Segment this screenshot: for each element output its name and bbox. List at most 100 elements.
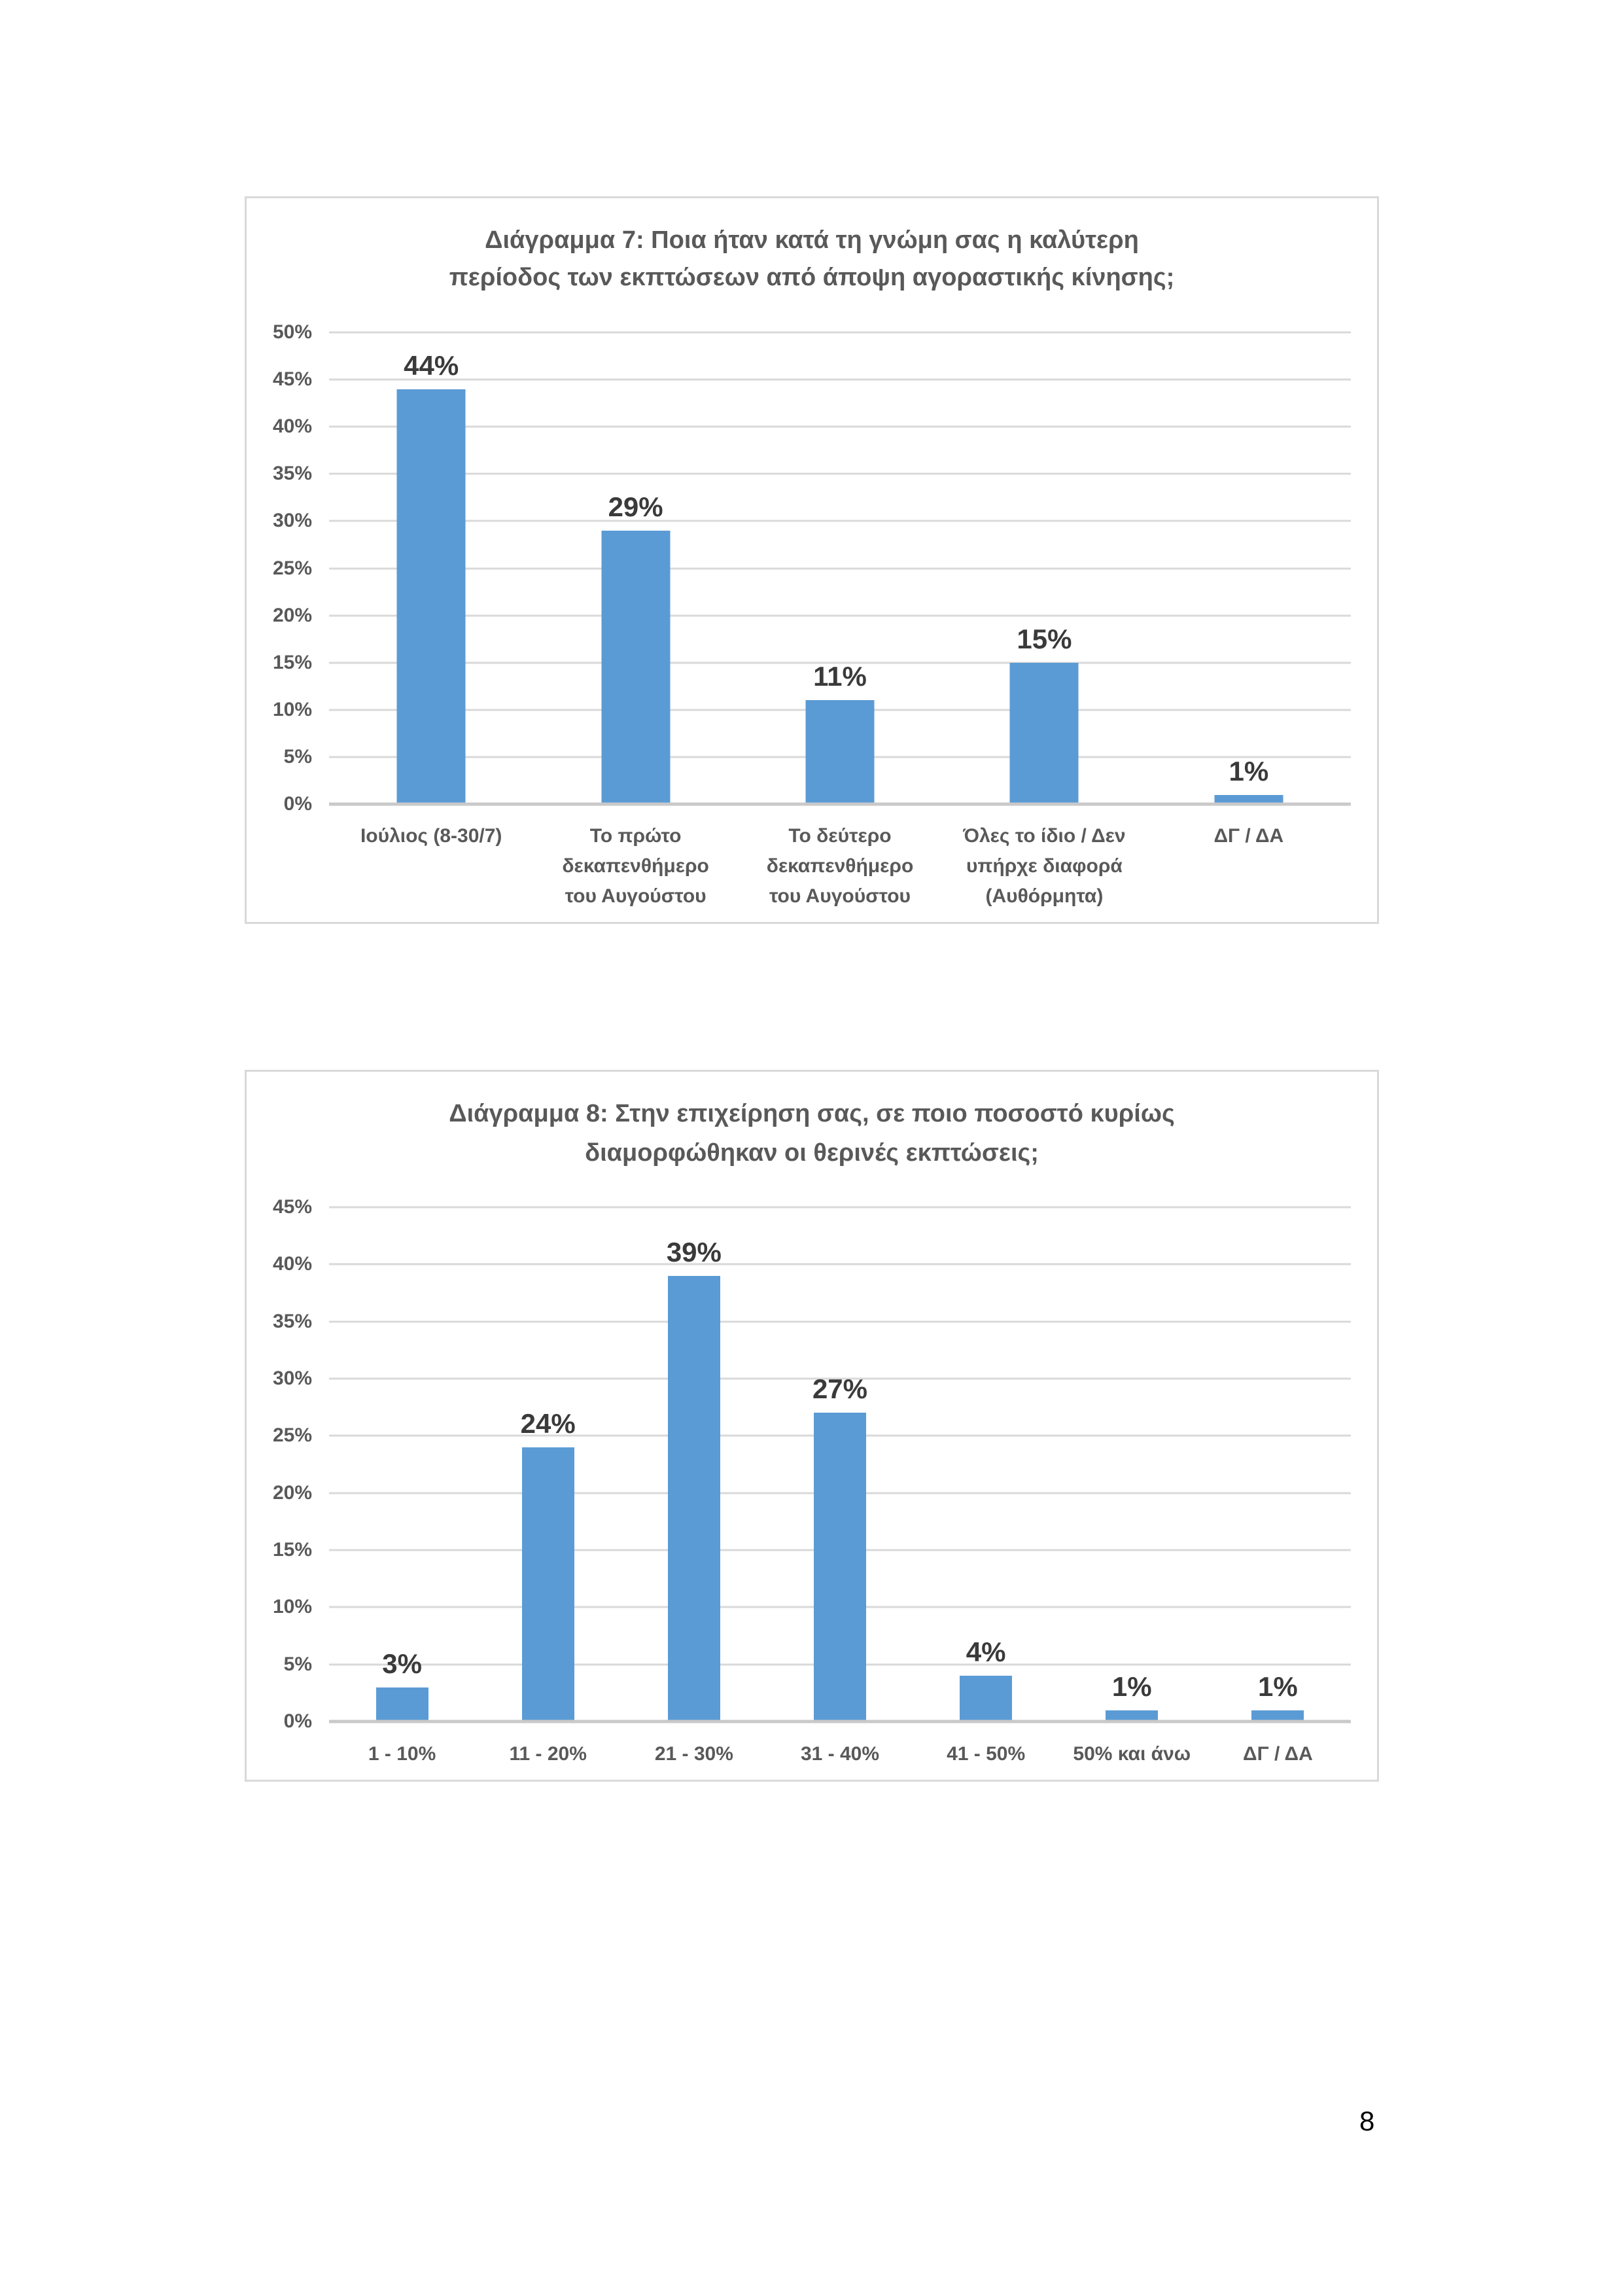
chart-title-line: Διάγραμμα 7: Ποια ήταν κατά τη γνώμη σας…	[485, 226, 1139, 254]
plot-area: 44% 29% 11% 15% 1%	[329, 331, 1351, 806]
gridline	[329, 520, 1351, 522]
bar	[1251, 1710, 1304, 1722]
chart-7-frame: Διάγραμμα 7: Ποια ήταν κατά τη γνώμη σας…	[245, 196, 1379, 924]
bar-slot: 15%	[942, 332, 1146, 804]
y-axis-tick-label: 45%	[272, 368, 312, 391]
gridline	[329, 425, 1351, 428]
gridline	[329, 1320, 1351, 1323]
data-label: 1%	[1258, 1670, 1298, 1702]
category-label-line: 1 - 10%	[368, 1743, 436, 1765]
y-axis-tick-label: 25%	[272, 1424, 312, 1447]
data-label: 1%	[1111, 1670, 1152, 1702]
category-label-line: 31 - 40%	[800, 1743, 880, 1765]
gridline	[329, 662, 1351, 664]
y-axis-tick-label: 30%	[272, 510, 312, 532]
category-label: ΔΓ / ΔΑ	[1147, 821, 1351, 911]
bar	[805, 700, 875, 804]
category-label-line: 11 - 20%	[509, 1743, 587, 1765]
bar	[667, 1275, 720, 1722]
data-label: 3%	[382, 1648, 422, 1679]
y-axis-tick-label: 25%	[272, 557, 312, 579]
category-label: Το δεύτερο δεκαπενθήμερο του Αυγούστου	[738, 821, 942, 911]
category-label-line: Όλες το ίδιο / Δεν	[963, 825, 1126, 847]
y-axis-tick-label: 20%	[272, 604, 312, 626]
y-axis-tick-label: 40%	[272, 415, 312, 438]
chart-title: Διάγραμμα 8: Στην επιχείρηση σας, σε ποι…	[286, 1094, 1338, 1173]
category-label-line: (Αυθόρμητα)	[985, 885, 1104, 907]
bar	[396, 389, 466, 804]
y-axis-tick-label: 35%	[272, 1310, 312, 1332]
bar-slot: 39%	[621, 1207, 767, 1722]
bars-row: 44% 29% 11% 15% 1%	[329, 332, 1351, 804]
data-label: 15%	[1017, 623, 1072, 654]
y-axis-tick-label: 20%	[272, 1481, 312, 1504]
category-label: Όλες το ίδιο / Δεν υπήρχε διαφορά (Αυθόρμη…	[942, 821, 1146, 911]
category-label-line: 50% και άνω	[1073, 1743, 1191, 1765]
x-axis-category-labels: 1 - 10% 11 - 20% 21 - 30% 31 - 40% 41 - 50% 5…	[329, 1739, 1351, 1769]
bar-slot: 1%	[1059, 1207, 1205, 1722]
x-axis-category-labels: Ιούλιος (8-30/7) Το πρώτο δεκαπενθήμερο του…	[329, 821, 1351, 911]
data-label: 24%	[520, 1407, 576, 1439]
y-axis-tick-label: 0%	[283, 793, 312, 815]
category-label: 50% και άνω	[1059, 1739, 1205, 1769]
category-label: 31 - 40%	[767, 1739, 913, 1769]
y-axis-tick-label: 5%	[283, 745, 312, 768]
data-label: 39%	[666, 1236, 722, 1267]
chart-title-line: περίοδος των εκπτώσεων από άποψη αγοραστ…	[449, 264, 1175, 291]
bar-slot: 1%	[1205, 1207, 1351, 1722]
bar	[1214, 794, 1283, 804]
bar-slot: 3%	[329, 1207, 475, 1722]
category-label: 11 - 20%	[475, 1739, 621, 1769]
bar	[1009, 662, 1079, 804]
category-label-line: δεκαπενθήμερο	[766, 855, 914, 877]
y-axis-tick-label: 15%	[272, 651, 312, 673]
bar-slot: 1%	[1147, 332, 1351, 804]
category-label-line: του Αυγούστου	[769, 885, 911, 907]
x-axis-line	[329, 1720, 1351, 1723]
category-label: Ιούλιος (8-30/7)	[329, 821, 533, 911]
data-label: 27%	[812, 1373, 868, 1405]
category-label-line: δεκαπενθήμερο	[562, 855, 709, 877]
data-label: 11%	[813, 661, 867, 692]
y-axis-tick-label: 50%	[272, 321, 312, 343]
data-label: 29%	[608, 491, 663, 522]
category-label: Το πρώτο δεκαπενθήμερο του Αυγούστου	[533, 821, 737, 911]
y-axis-tick-label: 45%	[272, 1196, 312, 1218]
category-label: 21 - 30%	[621, 1739, 767, 1769]
category-label-line: ΔΓ / ΔΑ	[1213, 825, 1284, 847]
bar	[1106, 1710, 1159, 1722]
bar	[521, 1447, 574, 1722]
bar-slot: 29%	[533, 332, 737, 804]
category-label-line: υπήρχε διαφορά	[966, 855, 1123, 877]
y-axis-tick-label: 15%	[272, 1539, 312, 1561]
y-axis-tick-label: 10%	[272, 698, 312, 720]
gridline	[329, 331, 1351, 334]
bar-slot: 4%	[913, 1207, 1059, 1722]
gridline	[329, 378, 1351, 381]
bar-slot: 11%	[738, 332, 942, 804]
bar	[813, 1413, 866, 1722]
category-label-line: 21 - 30%	[654, 1743, 733, 1765]
category-label-line: ΔΓ / ΔΑ	[1243, 1743, 1313, 1765]
data-label: 4%	[966, 1636, 1006, 1668]
bar	[375, 1687, 428, 1722]
category-label-line: 41 - 50%	[947, 1743, 1026, 1765]
bar-slot: 24%	[475, 1207, 621, 1722]
gridline	[329, 614, 1351, 617]
gridline	[329, 1206, 1351, 1209]
y-axis-tick-label: 10%	[272, 1596, 312, 1618]
category-label-line: Το δεύτερο	[788, 825, 892, 847]
category-label-line: Το πρώτο	[589, 825, 682, 847]
x-axis-line	[329, 802, 1351, 806]
gridline	[329, 472, 1351, 475]
category-label: ΔΓ / ΔΑ	[1205, 1739, 1351, 1769]
page-number: 8	[1359, 2106, 1375, 2136]
y-axis-tick-label: 30%	[272, 1368, 312, 1390]
gridline	[329, 1263, 1351, 1265]
data-label: 1%	[1229, 755, 1269, 786]
y-axis: 0% 5% 10% 15% 20% 25% 30% 35% 40% 45% 50%	[247, 321, 316, 815]
category-label-line: του Αυγούστου	[565, 885, 707, 907]
y-axis-tick-label: 0%	[283, 1710, 312, 1732]
bar-slot: 27%	[767, 1207, 913, 1722]
